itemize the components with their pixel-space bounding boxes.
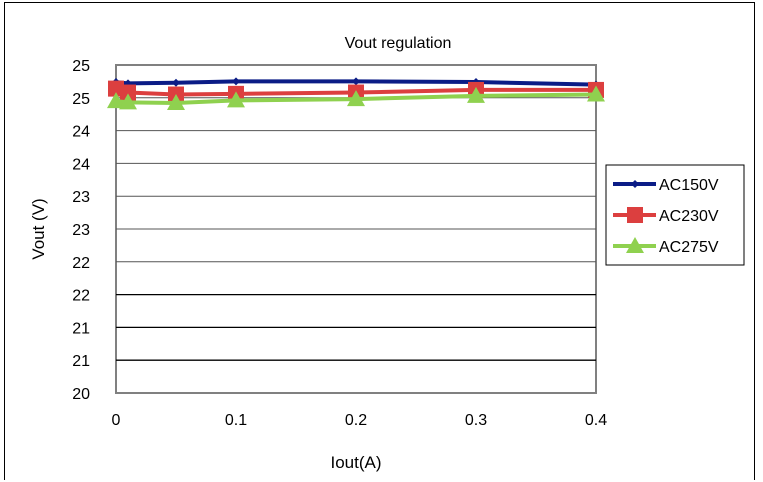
data-point xyxy=(107,92,125,109)
y-axis-label: Vout (V) xyxy=(29,198,48,259)
legend-item: AC230V xyxy=(613,207,719,225)
x-axis-label: Iout(A) xyxy=(330,453,381,472)
legend-item: AC150V xyxy=(613,177,719,194)
data-point xyxy=(119,93,137,110)
x-tick-label: 0 xyxy=(112,412,121,429)
y-tick-label: 22 xyxy=(72,288,90,305)
legend-label: AC150V xyxy=(659,177,719,194)
data-point xyxy=(172,78,180,87)
y-tick-label: 21 xyxy=(72,353,90,370)
data-point xyxy=(347,90,365,107)
data-point xyxy=(120,84,136,101)
data-point xyxy=(232,77,240,86)
y-tick-labels: 25 25 24 24 23 23 22 22 21 21 20 xyxy=(72,58,90,403)
series-AC275V xyxy=(107,85,605,111)
gridlines xyxy=(116,97,596,361)
chart-title: Vout regulation xyxy=(345,35,452,52)
data-point xyxy=(352,77,360,86)
x-tick-label: 0.1 xyxy=(225,412,247,429)
y-tick-label: 24 xyxy=(72,156,90,173)
x-tick-labels: 0 0.1 0.2 0.3 0.4 xyxy=(112,412,608,429)
y-tick-label: 24 xyxy=(72,124,90,141)
y-tick-label: 21 xyxy=(72,320,90,337)
data-point xyxy=(467,86,485,103)
y-tick-label: 22 xyxy=(72,255,90,272)
y-tick-label: 23 xyxy=(72,189,90,206)
y-tick-label: 25 xyxy=(72,58,90,75)
legend: AC150V AC230V AC275V xyxy=(613,177,719,256)
series-lines xyxy=(107,77,605,111)
x-tick-label: 0.3 xyxy=(465,412,487,429)
legend-marker xyxy=(627,207,643,223)
legend-label: AC230V xyxy=(659,208,719,225)
y-tick-label: 25 xyxy=(72,91,90,108)
y-tick-label: 23 xyxy=(72,222,90,239)
legend-marker xyxy=(626,237,644,253)
data-point xyxy=(227,91,245,108)
legend-item: AC275V xyxy=(613,237,719,256)
y-tick-label: 20 xyxy=(72,386,90,403)
x-tick-label: 0.4 xyxy=(585,412,607,429)
legend-marker xyxy=(631,180,639,188)
x-tick-label: 0.2 xyxy=(345,412,367,429)
legend-label: AC275V xyxy=(659,239,719,256)
data-point xyxy=(587,85,605,102)
data-point xyxy=(167,94,185,111)
